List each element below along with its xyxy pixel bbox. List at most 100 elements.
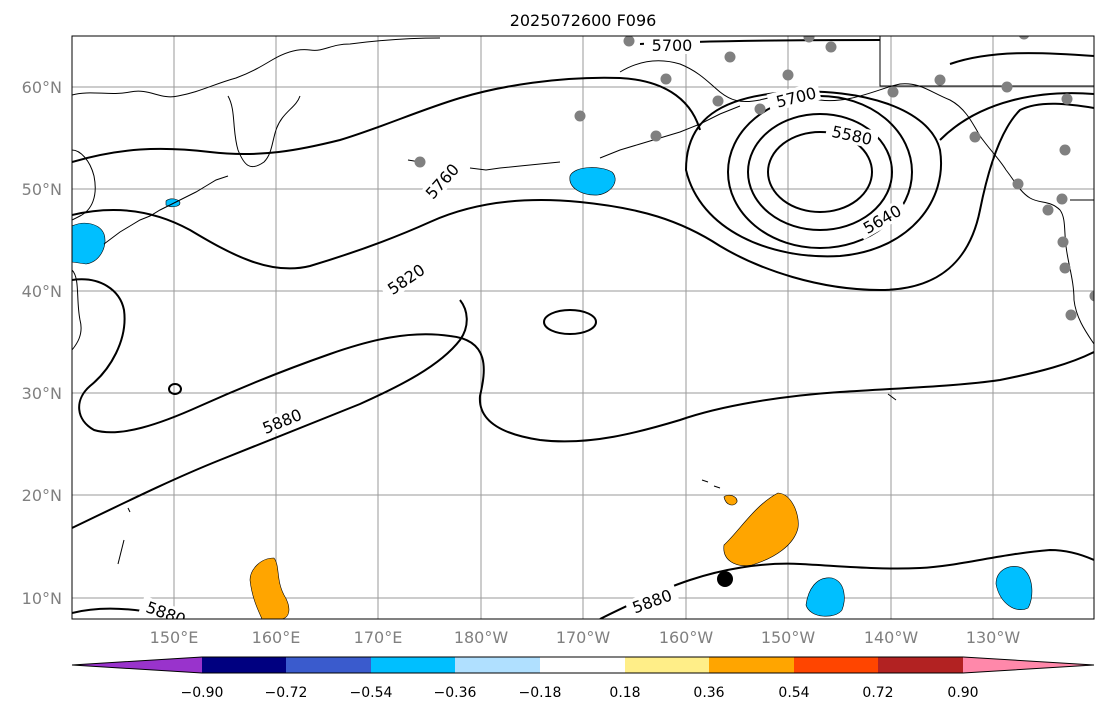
colorbar-tick-labels: −0.90 −0.72 −0.54 −0.36 −0.18 0.18 0.36 … (181, 685, 979, 701)
anomaly-area-aleutian (569, 167, 616, 196)
station-marker (574, 110, 586, 122)
lon-label: 140°W (864, 628, 919, 647)
contour-5820-west (72, 278, 1094, 443)
colorbar-tick-label: 0.72 (862, 685, 893, 701)
lon-label: 170°W (556, 628, 611, 647)
colorbar: −0.90 −0.72 −0.54 −0.36 −0.18 0.18 0.36 … (71, 656, 1095, 701)
lon-label: 160°W (659, 628, 714, 647)
colorbar-segment (202, 657, 286, 673)
lon-label: 170°E (354, 628, 403, 647)
lon-label: 180°W (454, 628, 509, 647)
lon-label: 150°E (150, 628, 199, 647)
longitude-labels: 150°E 160°E 170°E 180°W 170°W 160°W 150°… (150, 628, 1021, 647)
coastlines (72, 36, 1094, 565)
height-contours (72, 39, 1094, 619)
colorbar-tick-label: 0.54 (778, 685, 809, 701)
map-frame (71, 35, 1095, 620)
colorbar-tick-label: −0.18 (519, 685, 562, 701)
colorbar-tick-label: −0.90 (181, 685, 224, 701)
station-marker (1042, 204, 1054, 216)
station-marker (1012, 178, 1024, 190)
anomaly-shading (72, 167, 1033, 619)
contour-small-west (168, 383, 182, 395)
colorbar-segment (625, 657, 709, 673)
station-marker (1065, 309, 1077, 321)
station-marker (754, 103, 766, 115)
border-us-canada (879, 36, 1094, 201)
station-marker (782, 69, 794, 81)
lon-label: 150°W (761, 628, 816, 647)
colorbar-tick-label: −0.36 (434, 685, 477, 701)
lat-label: 20°N (22, 486, 62, 505)
latitude-labels: 60°N 50°N 40°N 30°N 20°N 10°N (22, 78, 62, 608)
coast-small-isle (887, 393, 897, 401)
colorbar-segment (286, 657, 371, 673)
colorbar-segment (878, 657, 963, 673)
contour-small-center (543, 309, 597, 335)
colorbar-segment (371, 657, 455, 673)
station-marker (887, 86, 899, 98)
colorbar-tick-label: 0.36 (693, 685, 724, 701)
colorbar-segment (794, 657, 878, 673)
anomaly-area-south-mid (805, 577, 845, 617)
contour-5760 (72, 76, 1094, 163)
station-marker (803, 36, 815, 43)
station-marker (712, 95, 724, 107)
storm-position-marker (717, 571, 733, 587)
station-marker (969, 131, 981, 143)
station-marker (724, 51, 736, 63)
station-marker (660, 73, 672, 85)
contour-label: 5700 (652, 36, 693, 55)
station-marker (1057, 236, 1069, 248)
station-marker (934, 74, 946, 86)
station-marker (1056, 193, 1068, 205)
colorbar-tick-label: −0.72 (265, 685, 308, 701)
colorbar-outline (71, 656, 1095, 674)
contour-5880-south (599, 548, 1094, 619)
lon-label: 160°E (252, 628, 301, 647)
colorbar-segment (455, 657, 540, 673)
station-marker (414, 156, 426, 168)
contour-low-1 (767, 131, 873, 213)
contour-low-2 (747, 113, 893, 231)
station-marker (825, 41, 837, 53)
coast-alaska (619, 60, 1007, 171)
station-marker (623, 36, 635, 47)
station-marker (1059, 262, 1071, 274)
anomaly-area-south-west (249, 557, 290, 619)
colorbar-segment (540, 657, 625, 673)
anomaly-area-hawaii-small (723, 494, 738, 506)
station-marker (1061, 93, 1073, 105)
lat-label: 50°N (22, 180, 62, 199)
anomaly-area-kuril (72, 222, 106, 265)
coast-siberia (72, 37, 441, 98)
anomaly-area-south-east (995, 566, 1033, 610)
coast-canada (1005, 169, 1094, 345)
station-markers (414, 36, 1094, 321)
colorbar-segment (963, 657, 1094, 673)
colorbar-segment (72, 657, 202, 673)
contour-low-4 (684, 90, 943, 258)
lon-label: 130°W (966, 628, 1021, 647)
anomaly-area-hawaii (723, 492, 799, 566)
lat-label: 40°N (22, 282, 62, 301)
colorbar-tick-label: 0.18 (609, 685, 640, 701)
station-marker (1018, 36, 1030, 40)
station-marker (1089, 290, 1094, 302)
station-marker (650, 130, 662, 142)
colorbar-segment (709, 657, 794, 673)
colorbar-segments (71, 656, 1095, 674)
contour-5820 (72, 102, 1094, 292)
colorbar-tick-label: −0.54 (350, 685, 393, 701)
lat-label: 10°N (22, 589, 62, 608)
colorbar-tick-label: 0.90 (947, 685, 978, 701)
station-marker (1059, 144, 1071, 156)
map-title: 2025072600 F096 (510, 11, 657, 30)
coast-marianas (117, 507, 131, 565)
station-marker (1001, 81, 1013, 93)
coast-hawaii (701, 479, 721, 489)
lat-label: 30°N (22, 384, 62, 403)
coast-kamchatka (227, 95, 301, 168)
contour-5880-west (72, 299, 468, 529)
